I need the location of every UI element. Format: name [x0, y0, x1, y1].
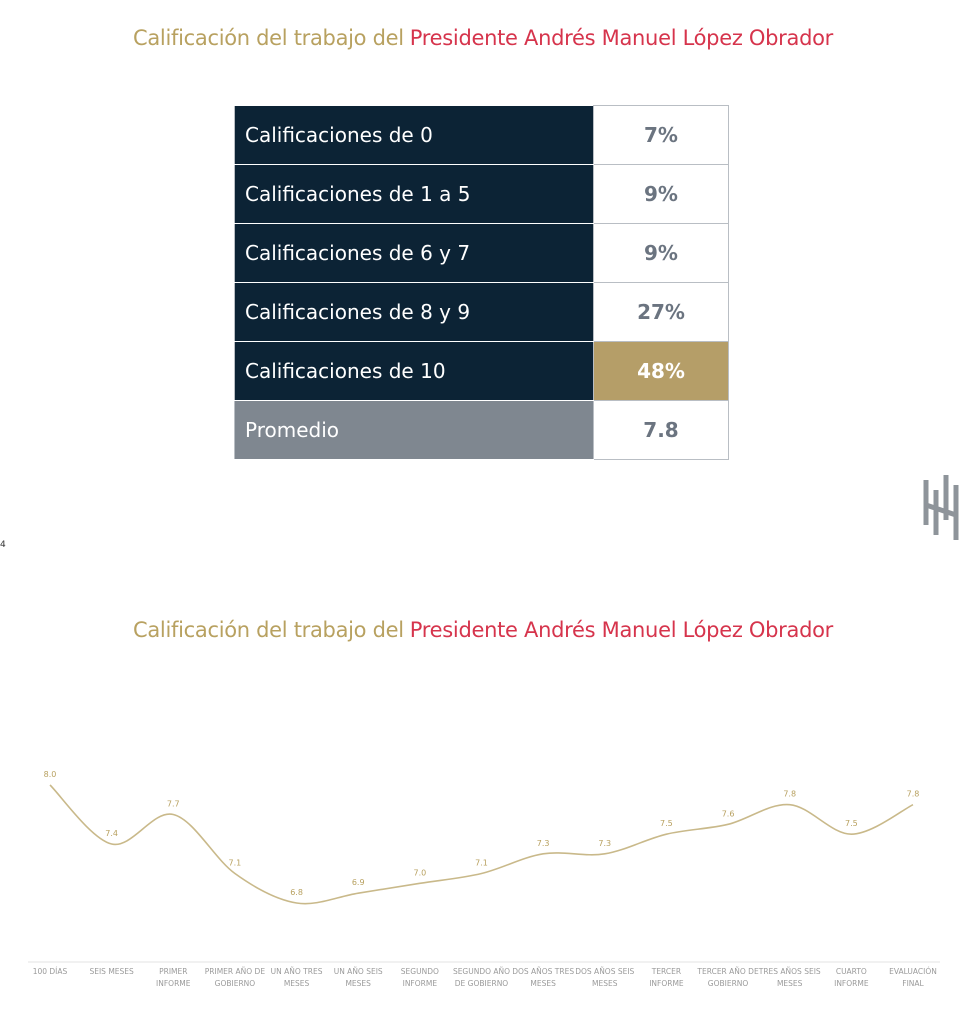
value-label: 7.8	[907, 790, 920, 799]
label: Calificaciones de 0	[234, 105, 594, 165]
value: 7.8	[593, 400, 729, 460]
value: 7%	[593, 105, 729, 165]
x-tick-label: SEGUNDO AÑO DE GOBIERNO	[452, 967, 511, 988]
title: Calificación del trabajo del Presidente A…	[0, 26, 966, 50]
x-tick-label: TERCER AÑO DE GOBIERNO	[697, 967, 759, 988]
value-label: 6.8	[290, 888, 303, 897]
x-tick-label: EVALUACIÓN FINAL	[889, 967, 937, 988]
value-label: 7.5	[845, 819, 858, 828]
x-tick-label: SEGUNDO INFORME	[400, 967, 439, 988]
value-label: 8.0	[44, 770, 57, 779]
title-part: Calificación del trabajo del	[133, 26, 404, 50]
x-tick-label: PRIMER AÑO DE GOBIERNO	[204, 967, 266, 988]
row: Calificaciones de 10 48%	[234, 341, 729, 401]
logo	[923, 475, 959, 540]
value-label: 7.1	[229, 859, 242, 868]
x-tick-label: 100 DÍAS	[32, 967, 68, 976]
x-tick-label: TERCER INFORME	[649, 967, 684, 988]
title-part: Presidente Andrés Manuel López Obrador	[409, 618, 834, 642]
value-label: 7.7	[167, 800, 180, 809]
label: Promedio	[234, 400, 594, 460]
label: Calificaciones de 10	[234, 341, 594, 401]
x-tick-label: CUARTO INFORME	[834, 967, 869, 988]
x-tick-label: TRES AÑOS SEIS MESES	[758, 967, 821, 988]
value-label: 7.1	[475, 859, 488, 868]
row: Calificaciones de 6 y 7 9%	[234, 223, 729, 283]
value-label: 6.9	[352, 878, 365, 887]
page-number: 4	[0, 540, 6, 550]
line	[49, 784, 914, 905]
value-label: 7.3	[598, 839, 611, 848]
value-label: 7.3	[537, 839, 550, 848]
value-label: 7.8	[783, 790, 796, 799]
value-label: 7.0	[413, 868, 426, 877]
title-part: Presidente Andrés Manuel López Obrador	[409, 26, 834, 50]
value: 9%	[593, 223, 729, 283]
chart-title: Calificación del trabajo del Presidente A…	[0, 618, 966, 642]
x-tick-label: DOS AÑOS TRES MESES	[512, 967, 575, 988]
x-tick-label: DOS AÑOS SEIS MESES	[575, 967, 635, 988]
value: 48%	[593, 341, 729, 401]
value: 27%	[593, 282, 729, 342]
title-part: Calificación del trabajo del	[133, 618, 404, 642]
value-label: 7.4	[105, 829, 118, 838]
x-tick-label: SEIS MESES	[89, 967, 134, 976]
row: Promedio 7.8	[234, 400, 729, 460]
x-tick-label: UN AÑO SEIS MESES	[333, 967, 383, 988]
row: Calificaciones de 0 7%	[234, 105, 729, 165]
label: Calificaciones de 6 y 7	[234, 223, 594, 283]
value-label: 7.6	[722, 809, 735, 818]
value-label: 7.5	[660, 819, 673, 828]
x-tick-label: PRIMER INFORME	[156, 967, 191, 988]
label: Calificaciones de 8 y 9	[234, 282, 594, 342]
x-tick-label: UN AÑO TRES MESES	[270, 967, 323, 988]
row: Calificaciones de 8 y 9 27%	[234, 282, 729, 342]
ratings-table: Calificaciones de 0 7% Calificaciones de …	[234, 105, 729, 460]
